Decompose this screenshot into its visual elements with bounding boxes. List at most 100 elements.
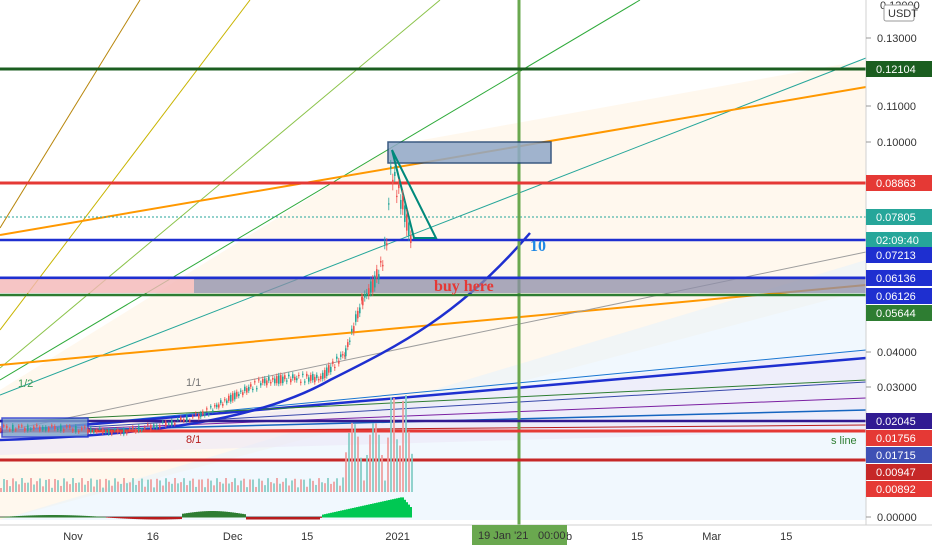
candle-39 <box>117 429 119 433</box>
osc-bar-37 <box>74 515 76 518</box>
volume-bar-81 <box>243 478 245 492</box>
candle-61 <box>183 419 185 422</box>
volume-bar-14 <box>42 486 44 492</box>
candle-155 <box>374 275 376 288</box>
price-label-5: 0.06136 <box>876 273 916 285</box>
osc-bar-4 <box>8 516 10 518</box>
price-tick-label-5: 0.00000 <box>877 512 917 524</box>
price-label-bg-5 <box>866 270 932 286</box>
volume-bar-21 <box>63 478 65 492</box>
volume-bar-38 <box>114 478 116 492</box>
time-tick-label-4: 2021 <box>385 531 409 543</box>
osc-bar-158 <box>316 517 318 520</box>
candle-75 <box>216 404 218 408</box>
osc-bar-19 <box>38 515 40 518</box>
osc-bar-163 <box>326 513 328 518</box>
osc-bar-137 <box>274 517 276 520</box>
osc-bar-25 <box>50 515 52 518</box>
osc-bar-71 <box>142 517 144 520</box>
price-label-0: 0.12104 <box>876 64 916 76</box>
osc-bar-151 <box>302 517 304 520</box>
fan-line-blue-1 <box>0 349 867 433</box>
candle-31 <box>93 430 95 433</box>
volume-bar-110 <box>330 483 332 492</box>
candle-138 <box>342 354 344 356</box>
annotation-half: 1/2 <box>18 378 33 390</box>
volume-bar-89 <box>267 478 269 492</box>
osc-bar-68 <box>136 517 138 520</box>
volume-bar-86 <box>258 478 260 492</box>
oscillator <box>0 497 412 520</box>
volume-bar-46 <box>138 480 140 492</box>
candle-79 <box>224 399 226 401</box>
osc-bar-43 <box>86 515 88 518</box>
annotation-10: 10 <box>530 238 546 255</box>
volume-bar-32 <box>96 479 98 492</box>
candle-135 <box>336 356 338 359</box>
volume-bar-9 <box>27 482 29 492</box>
volume-bar-125 <box>375 423 377 492</box>
osc-bar-91 <box>182 513 184 518</box>
volume-bar-6 <box>18 484 20 492</box>
price-ticks: 0.13000 0.11000 0.10000 0.04000 0.03000 0.000… <box>866 33 917 524</box>
candle-92 <box>250 384 252 387</box>
osc-bar-177 <box>354 507 356 518</box>
volume-bar-134 <box>402 400 404 492</box>
candle-98 <box>262 379 264 383</box>
volume-bars <box>0 395 413 492</box>
price-label-9: 0.01756 <box>876 433 916 445</box>
osc-bar-166 <box>332 512 334 518</box>
candle-36 <box>108 429 110 435</box>
time-axis[interactable]: Nov16Dec152021Feb15Mar15 19 Jan '21 00:0… <box>0 524 932 550</box>
candle-133 <box>332 361 334 364</box>
volume-bar-123 <box>369 434 371 492</box>
osc-bar-183 <box>366 504 368 518</box>
osc-bar-47 <box>94 516 96 518</box>
candle-46 <box>138 425 140 432</box>
candle-8 <box>24 428 26 431</box>
osc-bar-143 <box>286 517 288 520</box>
price-label-2: 0.07805 <box>876 212 916 224</box>
volume-bar-105 <box>315 484 317 492</box>
osc-bar-196 <box>392 499 394 518</box>
candle-71 <box>208 413 210 415</box>
osc-bar-179 <box>358 506 360 518</box>
osc-bar-92 <box>184 513 186 518</box>
volume-bar-37 <box>111 485 113 492</box>
osc-bar-96 <box>192 512 194 518</box>
price-labels: 0.12104 0.08863 0.07805 02:09:40 0.07213 0.06… <box>866 61 932 497</box>
osc-bar-133 <box>266 517 268 520</box>
price-tick-label-1: 0.11000 <box>877 101 916 113</box>
volume-bar-36 <box>108 480 110 492</box>
price-scale[interactable]: 0.12000 USDT 0.130000.110000.100000.0400… <box>865 0 932 525</box>
candle-150 <box>364 294 366 298</box>
candle-151 <box>366 292 368 296</box>
osc-bar-142 <box>284 517 286 520</box>
osc-bar-171 <box>342 510 344 518</box>
osc-bar-27 <box>54 515 56 518</box>
candle-68 <box>202 411 204 415</box>
osc-bar-87 <box>174 517 176 520</box>
osc-bar-23 <box>46 515 48 518</box>
osc-bar-79 <box>158 517 160 520</box>
osc-bar-95 <box>190 512 192 518</box>
candle-84 <box>234 392 236 400</box>
candle-93 <box>252 388 254 391</box>
candle-44 <box>132 426 134 429</box>
osc-bar-106 <box>212 511 214 518</box>
osc-bar-54 <box>108 517 110 518</box>
currency-box[interactable] <box>883 4 915 22</box>
candle-161 <box>386 243 388 246</box>
time-tick-label-3: 15 <box>301 531 313 543</box>
candle-65 <box>195 413 197 415</box>
osc-bar-99 <box>198 511 200 518</box>
candle-42 <box>126 432 128 434</box>
candle-58 <box>174 423 176 425</box>
volume-bar-48 <box>144 486 146 492</box>
price-label-bg-3 <box>866 232 932 248</box>
osc-bar-34 <box>68 515 70 518</box>
osc-bar-126 <box>252 517 254 520</box>
cursor-date-badge <box>472 525 567 545</box>
